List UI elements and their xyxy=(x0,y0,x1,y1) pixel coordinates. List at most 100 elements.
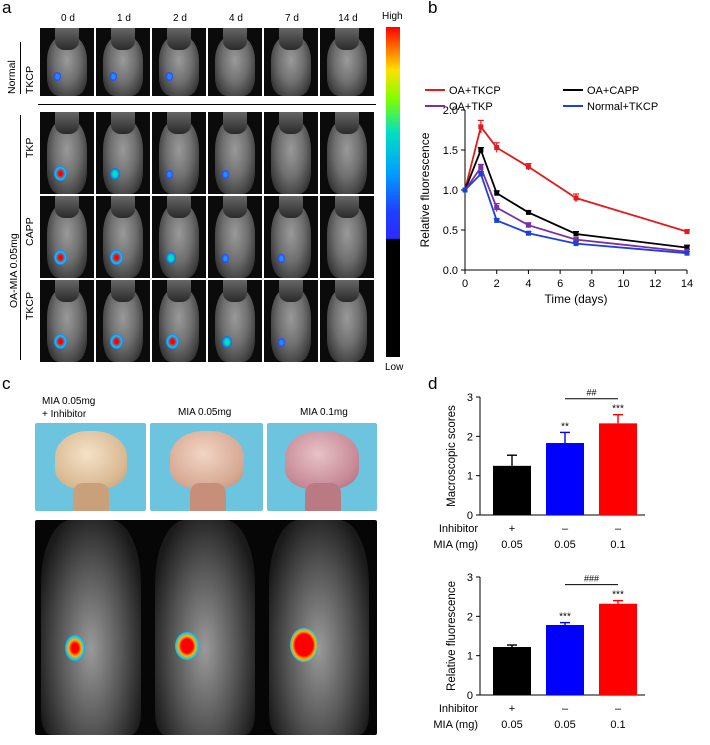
data-point xyxy=(525,230,531,236)
fluorescence-hotspot xyxy=(166,170,173,179)
legend-label: OA+TKCP xyxy=(449,85,501,97)
bar xyxy=(493,465,531,515)
imaging-cell xyxy=(96,280,150,362)
data-point xyxy=(494,190,500,196)
y-tick-label: 0 xyxy=(467,690,473,702)
data-point xyxy=(684,250,690,256)
condition-value: 0.1 xyxy=(610,719,625,731)
fluorescence-image-panel-c xyxy=(35,520,377,735)
label-mia-0-1: MIA 0.1mg xyxy=(300,407,348,418)
data-point xyxy=(684,229,690,235)
bracket-significance: ## xyxy=(586,388,596,398)
fluorescence-hotspot xyxy=(166,252,176,264)
y-axis-label: Relative fluorescence xyxy=(418,132,432,247)
day-label: 0 d xyxy=(61,13,75,24)
condition-value: 0.05 xyxy=(501,539,522,551)
fluorescence-hotspot xyxy=(110,168,120,180)
x-tick-label: 14 xyxy=(681,278,693,290)
imaging-cell xyxy=(320,28,374,96)
data-point xyxy=(573,237,579,243)
imaging-cell xyxy=(264,28,318,96)
mouse-head xyxy=(335,280,359,302)
day-label: 1 d xyxy=(117,13,131,24)
data-point xyxy=(573,241,579,247)
mouse-head xyxy=(167,196,191,218)
fluorescence-hotspot xyxy=(166,72,173,81)
imaging-cell xyxy=(208,112,262,194)
colorbar-low-label: Low xyxy=(385,362,404,373)
y-tick-label: 2 xyxy=(467,431,473,443)
imaging-cell xyxy=(152,280,206,362)
condition-row-label: MIA (mg) xyxy=(433,539,478,551)
x-tick-label: 10 xyxy=(617,278,629,290)
data-point xyxy=(525,222,531,228)
x-tick-label: 6 xyxy=(557,278,563,290)
fluorescence-hotspot xyxy=(54,72,61,81)
label-plus-inhibitor: + Inhibitor xyxy=(42,409,87,420)
mouse-head xyxy=(279,28,303,50)
imaging-cell xyxy=(152,28,206,96)
bar xyxy=(599,603,637,695)
condition-value: 0.05 xyxy=(501,719,522,731)
imaging-cell xyxy=(152,196,206,278)
mouse-head xyxy=(111,280,135,302)
colorbar xyxy=(386,27,400,357)
mouse-head xyxy=(223,280,247,302)
fluorescence-hotspot xyxy=(110,334,123,349)
imaging-cell xyxy=(40,280,94,362)
y-tick-label: 0.5 xyxy=(443,225,458,237)
data-point xyxy=(525,164,531,170)
day-label: 4 d xyxy=(229,13,243,24)
data-point xyxy=(494,145,500,151)
legend-label: Normal+TKCP xyxy=(587,101,658,113)
y-tick-label: 0 xyxy=(467,510,473,522)
data-point xyxy=(684,245,690,251)
condition-value: + xyxy=(509,523,515,535)
y-tick-label: 2 xyxy=(467,611,473,623)
mouse-head xyxy=(335,28,359,50)
day-label: 7 d xyxy=(285,13,299,24)
mouse-head xyxy=(223,28,247,50)
condition-row-label: MIA (mg) xyxy=(433,719,478,731)
mouse-head xyxy=(167,280,191,302)
joint-photo-mia-0-1 xyxy=(267,423,377,511)
line-chart-relative-fluorescence: 0.0 0.5 1.0 1.5 2.0 0 2 4 6 8 10 12 14 Time (days) Rel… xyxy=(418,85,693,306)
label-mia-0-05-a: MIA 0.05mg xyxy=(42,396,96,407)
fluorescence-hotspot xyxy=(222,170,229,179)
y-tick-label: 0.0 xyxy=(443,265,458,277)
imaging-cell xyxy=(40,196,94,278)
data-point xyxy=(494,217,500,223)
x-tick-label: 0 xyxy=(462,278,468,290)
condition-value: 0.05 xyxy=(554,539,575,551)
imaging-cell xyxy=(264,280,318,362)
y-tick-label: 1.5 xyxy=(443,145,458,157)
data-point xyxy=(478,124,484,130)
mouse-head xyxy=(111,196,135,218)
x-tick-label: 4 xyxy=(525,278,531,290)
y-tick-label: 3 xyxy=(467,392,473,404)
fluorescence-hotspot xyxy=(54,250,67,265)
imaging-cell xyxy=(320,196,374,278)
condition-value: – xyxy=(615,703,622,715)
mouse-head xyxy=(335,112,359,134)
condition-value: – xyxy=(562,703,569,715)
y-tick-label: 2.0 xyxy=(443,105,458,117)
joint-photo-inhibitor xyxy=(35,423,146,511)
imaging-cell xyxy=(208,28,262,96)
legend-label: OA+CAPP xyxy=(587,85,639,97)
x-tick-label: 8 xyxy=(589,278,595,290)
label-mia-0-05-b: MIA 0.05mg xyxy=(178,407,232,418)
mouse-head xyxy=(55,112,79,134)
data-point xyxy=(462,187,468,193)
bracket-significance: ### xyxy=(584,574,599,584)
panel-a-letter: a xyxy=(2,0,12,17)
group-label-oa: OA-MIA 0.05mg xyxy=(8,233,20,308)
mouse-head xyxy=(223,196,247,218)
mouse-head xyxy=(167,112,191,134)
data-point xyxy=(478,165,484,171)
label-mia-inhibitor: MIA 0.05mg + Inhibitor xyxy=(42,395,95,421)
row-label-normal: Normal xyxy=(6,60,18,94)
series-line xyxy=(464,124,688,233)
imaging-cell xyxy=(264,196,318,278)
